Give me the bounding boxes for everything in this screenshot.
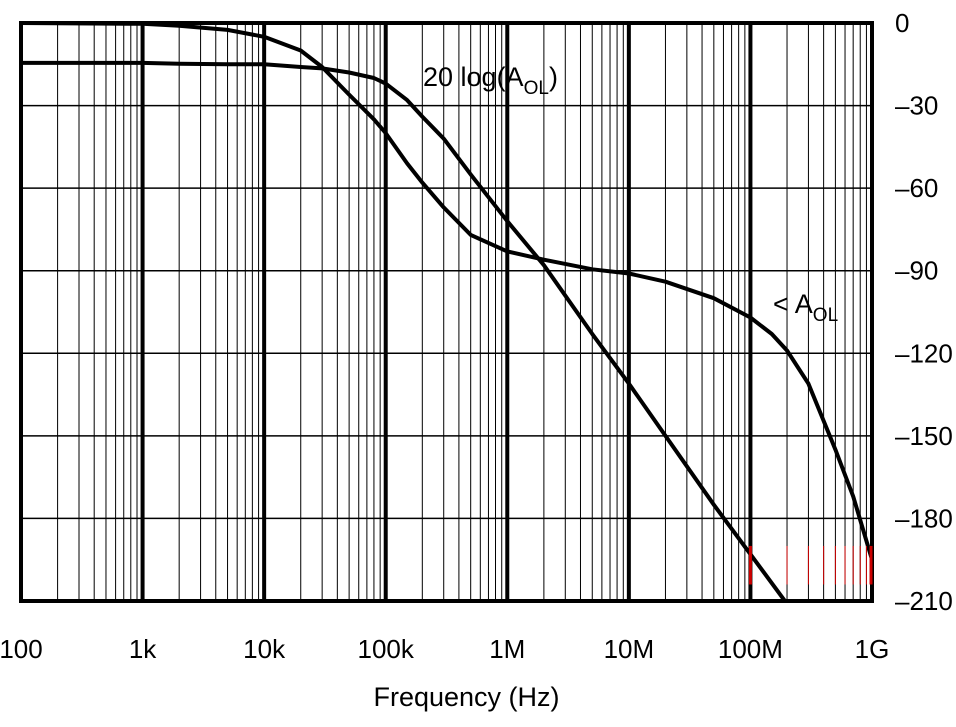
y-tick-label: –180 bbox=[895, 503, 953, 533]
x-tick-labels: 100 1k 10k 100k 1M 10M 100M 1G bbox=[0, 634, 889, 664]
x-tick-label: 10k bbox=[243, 634, 286, 664]
series-label-subscript: OL bbox=[524, 78, 549, 99]
red-tick-markers bbox=[748, 545, 873, 585]
grid bbox=[19, 22, 874, 602]
x-tick-label: 100 bbox=[0, 634, 43, 664]
series-line-gain bbox=[21, 60, 788, 601]
y-tick-label: –60 bbox=[895, 173, 938, 203]
series-label-main: < A bbox=[773, 289, 813, 319]
series-label-subscript: OL bbox=[813, 305, 838, 326]
y-tick-label: –150 bbox=[895, 421, 953, 451]
x-tick-label: 1k bbox=[129, 634, 157, 664]
y-tick-labels: 0 –30 –60 –90 –120 –150 –180 –210 bbox=[895, 8, 953, 616]
plot-frame bbox=[19, 21, 874, 603]
x-tick-label: 100k bbox=[358, 634, 415, 664]
series-layer bbox=[21, 21, 872, 601]
y-tick-label: 0 bbox=[895, 8, 909, 38]
series-label-close: ) bbox=[549, 62, 558, 92]
x-tick-label: 1G bbox=[855, 634, 890, 664]
y-tick-label: –120 bbox=[895, 338, 953, 368]
y-tick-label: –210 bbox=[895, 586, 953, 616]
series-line-phase bbox=[21, 21, 872, 561]
y-tick-label: –90 bbox=[895, 256, 938, 286]
series-label-20log-aol: 20 log(AOL) bbox=[423, 62, 558, 99]
series-label-main: 20 log(A bbox=[423, 62, 524, 92]
x-tick-label: 100M bbox=[718, 634, 783, 664]
series-label-phase-aol: < AOL bbox=[773, 289, 838, 326]
y-tick-label: –30 bbox=[895, 91, 938, 121]
x-tick-label: 10M bbox=[604, 634, 655, 664]
x-axis-label: Frequency (Hz) bbox=[373, 682, 559, 712]
x-tick-label: 1M bbox=[489, 634, 525, 664]
